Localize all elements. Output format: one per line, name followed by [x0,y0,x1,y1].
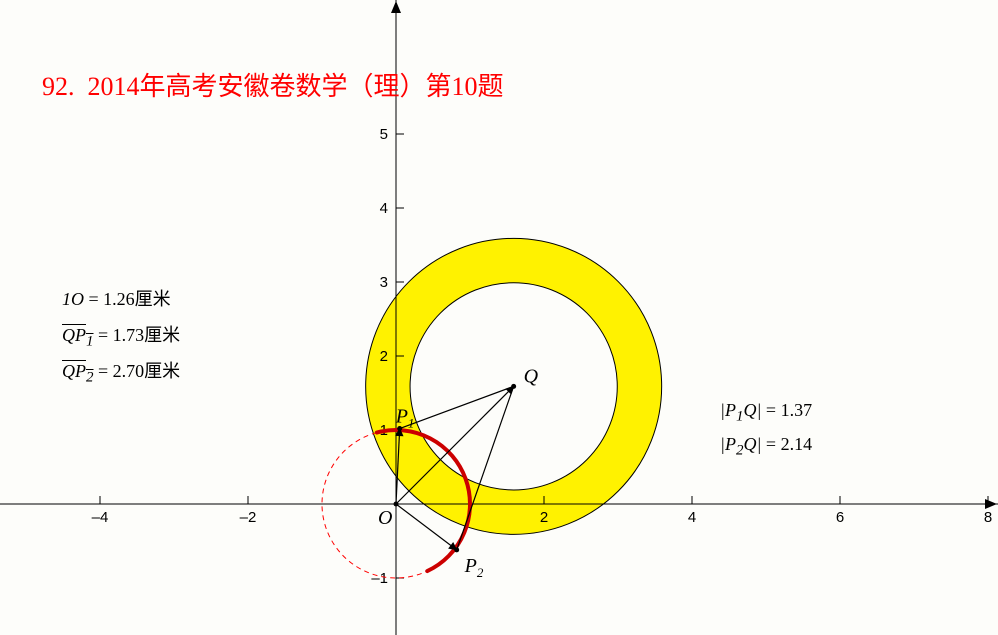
x-tick-label: –2 [240,509,257,526]
measurement-line: QP1 = 1.73厘米 [62,321,180,351]
measurement-line: |P1Q| = 1.37 [720,400,812,426]
x-tick-label: –4 [92,509,109,526]
problem-title: 92. 2014年高考安徽卷数学（理）第10题 [42,66,504,103]
measurement-line: |P2Q| = 2.14 [720,434,812,460]
measurement-line: 1O = 1.26厘米 [62,285,171,311]
measurement-line: QP2 = 2.70厘米 [62,357,180,387]
point-label-Q: Q [524,365,539,387]
point-label-P2: P2 [464,555,484,580]
title-number: 92. [42,72,75,101]
x-tick-label: 6 [836,509,844,526]
title-text: 2014年高考安徽卷数学（理）第10题 [88,72,504,101]
x-tick-label: 8 [984,509,992,526]
y-tick-label: 5 [380,126,388,143]
y-tick-label: –1 [371,570,388,587]
x-tick-label: 2 [540,509,548,526]
y-tick-label: 4 [380,200,388,217]
x-tick-label: 4 [688,509,696,526]
y-tick-label: 2 [380,348,388,365]
y-tick-label: 3 [380,274,388,291]
point-label-O: O [378,507,392,529]
diagram-stage: { "canvas": { "width": 998, "height": 63… [0,0,998,635]
